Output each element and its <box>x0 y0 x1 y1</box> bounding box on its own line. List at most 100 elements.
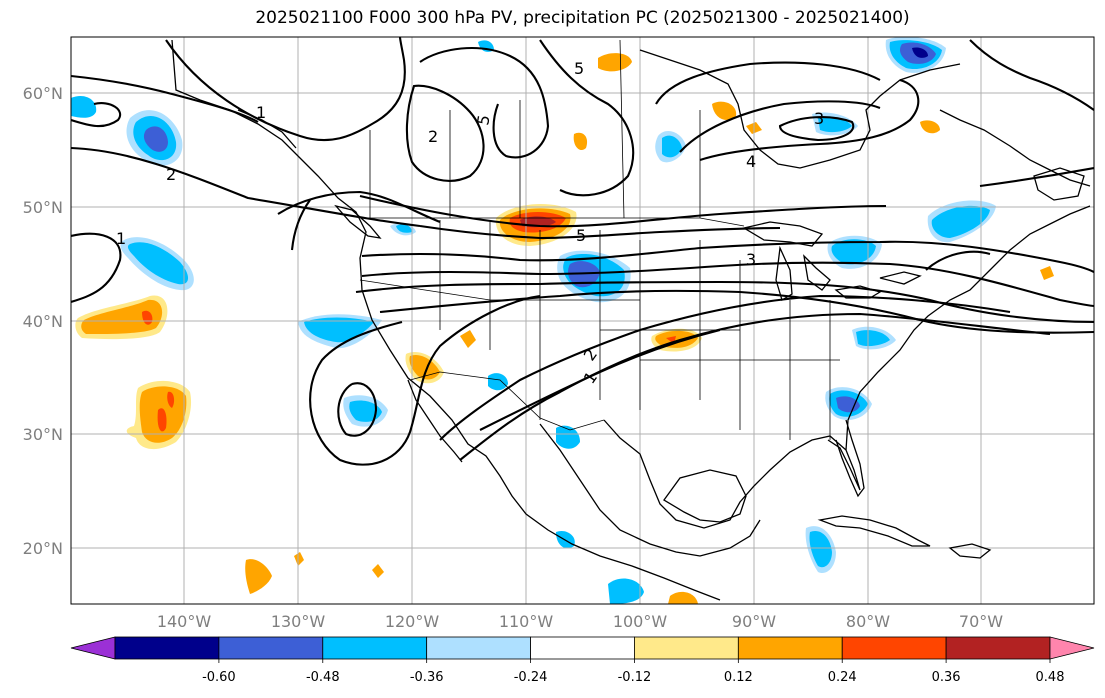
colorbar: -0.60 -0.48 -0.36 -0.24 -0.12 0.12 0.24 0.36 0.4… <box>70 636 1095 685</box>
lon-label: 80°W <box>846 612 890 631</box>
positive-anomaly-area <box>245 559 272 594</box>
baja-california <box>407 379 463 463</box>
lat-label: 40°N <box>23 312 63 331</box>
graticule <box>71 37 1094 604</box>
pv-contour-line <box>165 37 406 142</box>
pv-contour-line <box>539 39 635 197</box>
contour-label: 5 <box>576 226 586 245</box>
pv-contour-line <box>679 100 881 153</box>
positive-anomaly-area <box>157 408 167 432</box>
map-title: 2025021100 F000 300 hPa PV, precipitatio… <box>255 8 910 28</box>
us-canada-border <box>366 217 745 227</box>
map-frame <box>70 36 1095 605</box>
positive-anomaly-area <box>167 391 175 408</box>
lon-label: 100°W <box>613 612 668 631</box>
us-mexico-border <box>409 371 605 431</box>
pv-contour-line <box>337 382 378 437</box>
florida <box>835 419 865 498</box>
positive-anomaly-area <box>668 591 698 604</box>
vancouver-island <box>334 204 382 239</box>
colorbar-label: 0.24 <box>828 670 857 685</box>
pv-contour-line <box>419 46 550 159</box>
pv-contour-line <box>405 84 485 182</box>
contour-label: 2 <box>428 127 438 146</box>
pv-contour-line <box>778 116 855 142</box>
pv-contour-line <box>459 312 1051 461</box>
pv-contour-line <box>71 146 421 228</box>
pv-contour-line <box>379 289 1094 334</box>
colorbar-label: -0.60 <box>202 670 236 685</box>
negative-anomaly-area <box>809 530 832 568</box>
pv-contour-line <box>361 240 1094 273</box>
pv-contour-line <box>355 280 1094 324</box>
colorbar-box <box>945 636 1051 660</box>
contour-label: 1 <box>256 103 266 122</box>
pv-contour-line <box>969 39 1094 111</box>
negative-anomaly-area <box>856 330 890 347</box>
longitude-labels: 140°W 130°W 120°W 110°W 100°W 90°W 80°W … <box>157 612 1003 631</box>
lon-label: 90°W <box>732 612 776 631</box>
contour-label: 5 <box>473 113 493 126</box>
colorbar-label: -0.12 <box>618 670 652 685</box>
positive-anomaly-area <box>920 120 940 134</box>
canadian-arctic <box>939 109 1091 187</box>
lat-label: 60°N <box>23 84 63 103</box>
negative-anomaly-area <box>831 239 876 265</box>
pv-contour-line <box>309 294 541 466</box>
pv-contours <box>71 37 1094 466</box>
positive-anomaly-area <box>460 330 476 348</box>
colorbar-box <box>114 636 220 660</box>
positive-anomaly-area <box>294 552 304 566</box>
colorbar-box <box>426 636 531 660</box>
colorbar-box <box>634 636 739 660</box>
pv-contour-line <box>71 102 121 128</box>
negative-anomaly-area <box>488 373 508 391</box>
colorbar-label: 0.12 <box>724 670 753 685</box>
negative-anomaly-area <box>143 126 168 152</box>
colorbar-box <box>322 636 428 660</box>
pv-contour-line <box>290 199 311 251</box>
positive-anomaly-area <box>409 354 440 380</box>
colorbar-label: 0.36 <box>932 670 961 685</box>
colorbar-boxes <box>70 636 1095 660</box>
precip-anomaly-shading <box>71 37 1054 604</box>
negative-anomaly-area <box>396 224 412 233</box>
negative-anomaly-area <box>836 396 860 413</box>
positive-anomaly-area <box>372 564 384 578</box>
positive-anomaly-area <box>712 101 737 120</box>
cuba <box>817 515 931 547</box>
colorbar-label: 0.48 <box>1036 670 1065 685</box>
pv-contour-line <box>277 190 441 223</box>
atlantic-coast <box>845 205 1091 451</box>
pv-contour-line <box>479 328 721 431</box>
contour-label: 5 <box>574 59 584 78</box>
pacific-coastline <box>171 39 721 601</box>
lat-label: 20°N <box>23 539 63 558</box>
positive-anomaly-area <box>573 132 588 151</box>
lon-label: 110°W <box>499 612 554 631</box>
pv-contour-line <box>699 78 920 161</box>
colorbar-label: -0.36 <box>410 670 444 685</box>
positive-anomaly-area <box>81 299 163 334</box>
lon-label: 120°W <box>385 612 440 631</box>
contour-label: 3 <box>814 109 824 128</box>
colorbar-label: -0.48 <box>306 670 340 685</box>
pv-contour-line <box>359 194 887 228</box>
lat-label: 30°N <box>23 425 63 444</box>
negative-anomaly-area <box>662 135 682 158</box>
colorbar-extend-high <box>1049 636 1095 660</box>
negative-anomaly-area <box>556 425 580 449</box>
lon-label: 140°W <box>157 612 212 631</box>
contour-label: 1 <box>116 229 126 248</box>
positive-anomaly-area <box>1040 266 1054 280</box>
colorbar-extend-low <box>70 636 116 660</box>
negative-anomaly-area <box>127 242 189 285</box>
negative-anomaly-area <box>931 205 990 238</box>
pv-contour-line <box>71 74 259 123</box>
lon-label: 70°W <box>959 612 1003 631</box>
colorbar-box <box>737 636 843 660</box>
colorbar-box <box>218 636 324 660</box>
latitude-labels: 20°N 30°N 40°N 50°N 60°N <box>23 84 63 558</box>
pv-contour-line <box>655 61 881 105</box>
